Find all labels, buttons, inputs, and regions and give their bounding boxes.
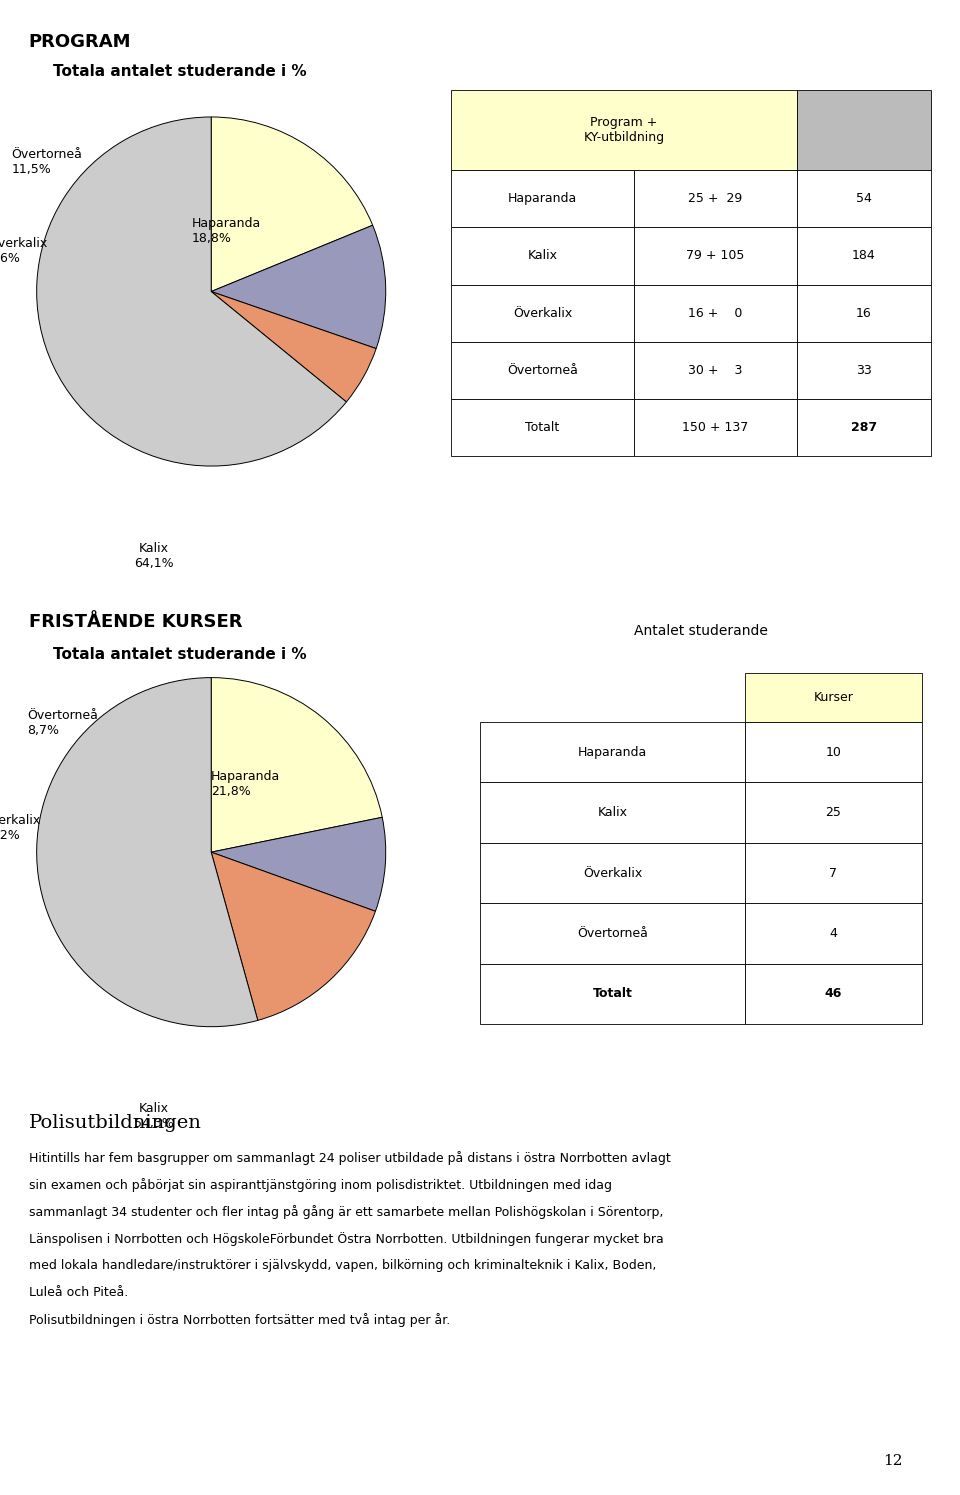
Text: Luleå och Piteå.: Luleå och Piteå. [29, 1286, 128, 1299]
Text: Kalix: Kalix [597, 806, 628, 819]
FancyBboxPatch shape [451, 90, 797, 170]
Wedge shape [211, 292, 376, 402]
Text: Totalt: Totalt [525, 422, 560, 434]
Text: sammanlagt 34 studenter och fler intag på gång är ett samarbete mellan Polishögs: sammanlagt 34 studenter och fler intag p… [29, 1205, 663, 1218]
Text: Överkalix
5,6%: Överkalix 5,6% [0, 238, 48, 265]
Text: Övertorneå: Övertorneå [507, 363, 578, 377]
Text: Polisutbildningen i östra Norrbotten fortsätter med två intag per år.: Polisutbildningen i östra Norrbotten for… [29, 1313, 450, 1326]
Wedge shape [211, 818, 386, 912]
FancyBboxPatch shape [745, 673, 922, 722]
Text: 16 +    0: 16 + 0 [688, 306, 742, 320]
Text: 184: 184 [852, 250, 876, 263]
Text: Kurser: Kurser [813, 691, 853, 704]
Wedge shape [36, 117, 347, 466]
Wedge shape [211, 117, 372, 292]
Text: Totala antalet studerande i %: Totala antalet studerande i % [53, 64, 306, 79]
FancyBboxPatch shape [797, 170, 931, 227]
FancyBboxPatch shape [480, 843, 745, 903]
FancyBboxPatch shape [451, 284, 634, 342]
Wedge shape [211, 852, 375, 1021]
Text: Överkalix: Överkalix [513, 306, 572, 320]
FancyBboxPatch shape [797, 227, 931, 284]
FancyBboxPatch shape [634, 227, 797, 284]
FancyBboxPatch shape [634, 342, 797, 399]
Text: 10: 10 [826, 746, 841, 758]
FancyBboxPatch shape [480, 903, 745, 964]
FancyBboxPatch shape [634, 284, 797, 342]
Text: 287: 287 [851, 422, 877, 434]
FancyBboxPatch shape [745, 782, 922, 843]
FancyBboxPatch shape [745, 722, 922, 782]
FancyBboxPatch shape [451, 170, 634, 227]
FancyBboxPatch shape [745, 903, 922, 964]
Text: 33: 33 [856, 363, 872, 377]
Text: Överkalix
15,2%: Överkalix 15,2% [0, 813, 40, 842]
FancyBboxPatch shape [745, 843, 922, 903]
Text: 54: 54 [856, 193, 872, 205]
Text: 7: 7 [829, 867, 837, 879]
FancyBboxPatch shape [480, 722, 745, 782]
Text: Kalix: Kalix [527, 250, 558, 263]
Text: Totala antalet studerande i %: Totala antalet studerande i % [53, 647, 306, 662]
Text: 16: 16 [856, 306, 872, 320]
Text: Hitintills har fem basgrupper om sammanlagt 24 poliser utbildade på distans i ös: Hitintills har fem basgrupper om sammanl… [29, 1151, 670, 1165]
Text: Kalix
64,1%: Kalix 64,1% [133, 541, 174, 570]
Text: 25: 25 [826, 806, 841, 819]
Text: PROGRAM: PROGRAM [29, 33, 132, 51]
Text: 79 + 105: 79 + 105 [686, 250, 744, 263]
Text: Haparanda: Haparanda [578, 746, 647, 758]
Text: Haparanda
21,8%: Haparanda 21,8% [211, 770, 280, 797]
Text: Totalt: Totalt [592, 987, 633, 1000]
Wedge shape [36, 677, 258, 1027]
Text: med lokala handledare/instruktörer i självskydd, vapen, bilkörning och kriminalt: med lokala handledare/instruktörer i sjä… [29, 1259, 657, 1272]
Text: 30 +    3: 30 + 3 [688, 363, 742, 377]
Text: 4: 4 [829, 927, 837, 940]
FancyBboxPatch shape [451, 227, 634, 284]
Text: 46: 46 [825, 987, 842, 1000]
Text: Polisutbildningen: Polisutbildningen [29, 1114, 202, 1132]
Text: 150 + 137: 150 + 137 [682, 422, 749, 434]
Text: 12: 12 [883, 1455, 902, 1468]
Text: Kalix
54,3%: Kalix 54,3% [133, 1102, 174, 1130]
FancyBboxPatch shape [634, 170, 797, 227]
FancyBboxPatch shape [451, 342, 634, 399]
Text: Antalet studerande: Antalet studerande [634, 623, 768, 637]
FancyBboxPatch shape [451, 399, 634, 456]
Text: 25 +  29: 25 + 29 [688, 193, 742, 205]
Text: Haparanda: Haparanda [508, 193, 577, 205]
FancyBboxPatch shape [797, 284, 931, 342]
Wedge shape [211, 677, 382, 852]
Text: Haparanda
18,8%: Haparanda 18,8% [192, 217, 261, 245]
Text: Övertorneå
11,5%: Övertorneå 11,5% [12, 148, 83, 176]
FancyBboxPatch shape [634, 399, 797, 456]
FancyBboxPatch shape [797, 90, 931, 170]
Text: Länspolisen i Norrbotten och HögskoleFörbundet Östra Norrbotten. Utbildningen fu: Länspolisen i Norrbotten och HögskoleFör… [29, 1232, 663, 1245]
FancyBboxPatch shape [797, 342, 931, 399]
Text: Övertorneå: Övertorneå [577, 927, 648, 940]
Text: Övertorneå
8,7%: Övertorneå 8,7% [27, 709, 98, 737]
Text: sin examen och påbörjat sin aspiranttjänstgöring inom polisdistriktet. Utbildnin: sin examen och påbörjat sin aspiranttjän… [29, 1178, 612, 1192]
FancyBboxPatch shape [480, 782, 745, 843]
Text: Överkalix: Överkalix [583, 867, 642, 879]
Text: FRISTÅENDE KURSER: FRISTÅENDE KURSER [29, 613, 242, 631]
FancyBboxPatch shape [797, 399, 931, 456]
Text: Program +
KY-utbildning: Program + KY-utbildning [584, 117, 664, 144]
Wedge shape [211, 226, 386, 348]
FancyBboxPatch shape [480, 964, 745, 1024]
FancyBboxPatch shape [745, 964, 922, 1024]
